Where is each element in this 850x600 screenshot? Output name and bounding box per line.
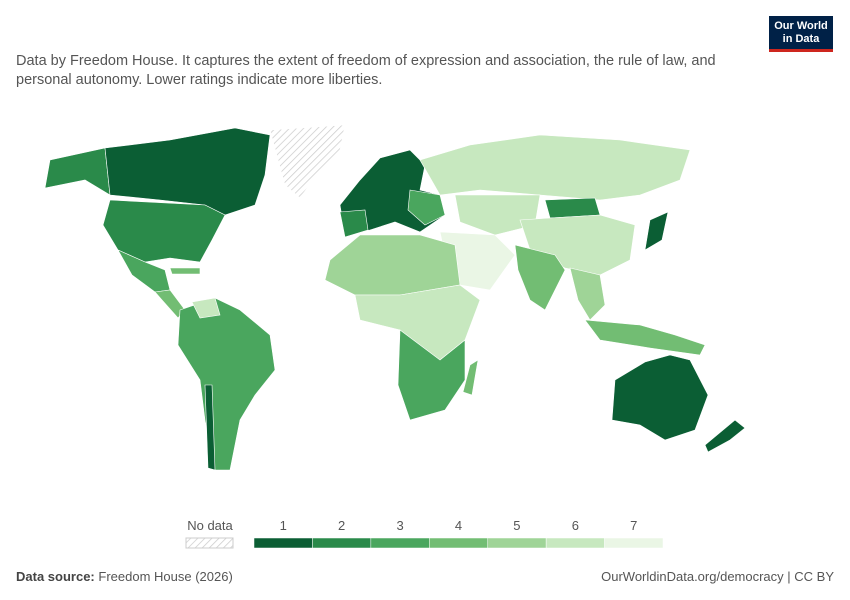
legend-label: 4 (455, 518, 462, 533)
legend-label: 5 (513, 518, 520, 533)
logo[interactable]: Our World in Data (769, 16, 833, 52)
madagascar (462, 359, 479, 396)
legend-swatch[interactable] (370, 537, 430, 549)
legend-label: 1 (280, 518, 287, 533)
legend-no-data-label: No data (187, 518, 233, 533)
africa-south (397, 329, 466, 421)
caribbean (169, 267, 201, 275)
iberia (339, 209, 369, 238)
alaska (44, 147, 111, 196)
australia (611, 354, 709, 441)
legend-swatch[interactable] (429, 537, 488, 549)
countries (44, 124, 746, 471)
chile (204, 384, 216, 471)
legend-swatch[interactable] (312, 537, 372, 549)
canada (104, 127, 271, 216)
usa (102, 199, 226, 263)
eastern-europe (407, 189, 446, 226)
legend-swatch[interactable] (487, 537, 547, 549)
indonesia (584, 319, 706, 356)
mongolia (544, 197, 601, 219)
greenland (269, 124, 346, 199)
legend: No data 1 2 3 4 5 6 7 (185, 518, 664, 549)
subtitle: Data by Freedom House. It captures the e… (16, 53, 716, 88)
source-text: Freedom House (2026) (98, 569, 233, 584)
legend-swatch[interactable] (253, 537, 313, 549)
legend-label: 3 (396, 518, 403, 533)
south-america (177, 297, 276, 471)
legend-swatch[interactable] (545, 537, 605, 549)
legend-no-data-swatch[interactable] (185, 537, 234, 549)
logo-line: in Data (782, 33, 820, 45)
venezuela (191, 297, 221, 319)
legend-label: 2 (338, 518, 345, 533)
central-asia (454, 194, 541, 236)
india (514, 244, 566, 311)
japan (644, 211, 669, 251)
africa-north (324, 234, 461, 296)
source: Data source: Freedom House (2026) (16, 569, 233, 584)
legend-label: 6 (572, 518, 579, 533)
url[interactable]: OurWorldinData.org/democracy | CC BY (601, 569, 834, 584)
logo-line: Our World (774, 20, 828, 32)
source-label: Data source: (16, 569, 95, 584)
southeast-asia (569, 267, 606, 321)
russia (419, 134, 691, 201)
legend-label: 7 (630, 518, 637, 533)
new-zealand (704, 419, 746, 453)
legend-swatch[interactable] (604, 537, 664, 549)
